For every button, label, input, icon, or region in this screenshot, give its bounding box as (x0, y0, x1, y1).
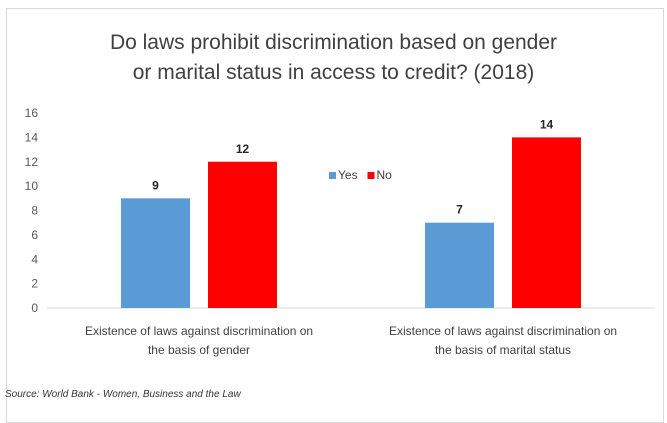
y-tick-label: 6 (31, 228, 38, 242)
bar-chart: 0 2 4 6 8 10 12 14 16 9 12 Existence of laws agains… (25, 106, 655, 357)
data-label: 14 (540, 117, 554, 131)
data-label: 12 (236, 142, 250, 156)
chart-title-line-2: or marital status in access to credit? (… (132, 61, 535, 84)
chart-title-line-1: Do laws prohibit discrimination based on… (109, 31, 558, 54)
y-tick-label: 14 (25, 130, 39, 144)
data-label: 7 (456, 203, 463, 217)
legend-swatch-yes (329, 172, 336, 179)
category-label: the basis of marital status (435, 343, 571, 357)
category-label: Existence of laws against discrimination… (389, 324, 617, 338)
y-tick-label: 2 (31, 277, 38, 291)
source-note: Source: World Bank - Women, Business and… (5, 389, 241, 400)
category-label: the basis of gender (148, 343, 250, 357)
legend-label-no: No (377, 168, 393, 182)
legend-label-yes: Yes (338, 168, 358, 182)
chart-title: Do laws prohibit discrimination based on… (0, 28, 667, 88)
bar-yes-2 (425, 222, 494, 308)
bar-no-1 (208, 161, 277, 308)
y-tick-label: 8 (31, 204, 38, 218)
y-tick-label: 4 (31, 252, 38, 266)
bar-no-2 (512, 137, 581, 308)
y-tick-label: 16 (25, 106, 39, 120)
legend-swatch-no (367, 172, 375, 179)
y-tick-label: 10 (25, 179, 39, 193)
bar-yes-1 (121, 198, 190, 308)
y-tick-label: 12 (25, 155, 39, 169)
y-tick-label: 0 (31, 301, 38, 315)
data-label: 9 (152, 178, 159, 192)
category-label: Existence of laws against discrimination… (85, 324, 313, 338)
